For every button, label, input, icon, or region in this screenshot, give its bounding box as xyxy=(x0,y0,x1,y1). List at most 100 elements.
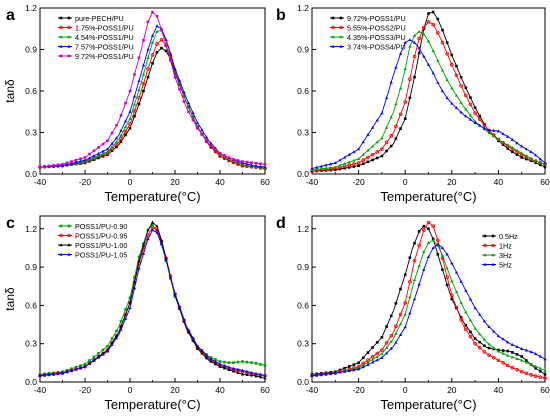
data-point xyxy=(137,102,141,106)
panel-a: -40 -20 0 20 40 60 0.0 0.3 0.6 0.9 1.2 Temperature(… xyxy=(3,3,270,204)
series-1Hz xyxy=(310,220,547,380)
data-point xyxy=(366,351,370,354)
data-point xyxy=(168,275,173,279)
data-point xyxy=(511,150,514,154)
data-point xyxy=(87,361,92,365)
data-point xyxy=(315,373,319,377)
data-point xyxy=(389,333,394,338)
data-point xyxy=(422,224,426,228)
data-point xyxy=(478,123,482,127)
data-point xyxy=(186,330,191,334)
data-point xyxy=(375,156,379,160)
data-point xyxy=(464,324,468,327)
data-point xyxy=(263,376,267,380)
data-point xyxy=(151,223,154,227)
data-point xyxy=(96,151,101,155)
data-point xyxy=(123,125,128,129)
y-tick-label: 0.6 xyxy=(25,300,37,310)
data-point xyxy=(384,125,389,129)
data-point xyxy=(534,364,538,368)
data-point xyxy=(361,162,365,166)
data-point xyxy=(529,350,533,354)
data-point xyxy=(132,94,137,98)
data-point xyxy=(258,375,263,379)
data-point xyxy=(389,80,393,84)
data-point xyxy=(538,160,542,164)
data-point xyxy=(173,67,177,71)
x-tick-label: 20 xyxy=(170,177,180,187)
data-point xyxy=(501,140,505,144)
data-point xyxy=(65,162,69,166)
data-point xyxy=(477,117,482,122)
data-point xyxy=(141,243,146,247)
data-point xyxy=(78,366,83,370)
data-point xyxy=(150,228,155,232)
data-point xyxy=(408,45,412,48)
data-point xyxy=(51,372,56,376)
data-point xyxy=(412,278,417,282)
data-point xyxy=(133,114,136,118)
series-line xyxy=(311,39,546,169)
data-point xyxy=(347,365,351,368)
data-point xyxy=(398,86,403,90)
data-point xyxy=(398,112,403,117)
legend-marker xyxy=(491,243,495,248)
legend-label: 7.57%-POSS1/PU xyxy=(75,42,134,51)
data-point xyxy=(250,161,253,164)
data-point xyxy=(164,38,168,42)
data-point xyxy=(501,351,505,355)
data-point xyxy=(38,165,42,169)
panel-label: d xyxy=(276,215,286,232)
data-point xyxy=(384,346,389,349)
data-point xyxy=(380,356,384,359)
data-point xyxy=(380,147,384,151)
y-tick-label: 0.0 xyxy=(297,377,309,387)
data-point xyxy=(329,165,333,169)
data-point xyxy=(333,165,337,169)
data-point xyxy=(408,311,412,315)
data-point xyxy=(510,343,514,346)
data-point xyxy=(515,153,519,156)
data-point xyxy=(155,50,159,54)
data-point xyxy=(343,166,346,170)
data-point xyxy=(182,94,186,97)
data-point xyxy=(141,72,146,76)
data-point xyxy=(445,51,449,56)
data-point xyxy=(155,42,159,46)
data-point xyxy=(534,153,538,157)
data-point xyxy=(333,371,337,375)
data-point xyxy=(478,332,482,336)
legend-label: 9.72%-POSS1/PU xyxy=(347,14,406,23)
data-point xyxy=(431,224,435,229)
data-point xyxy=(65,370,69,373)
data-point xyxy=(128,122,132,126)
data-point xyxy=(319,372,323,376)
data-point xyxy=(324,372,328,376)
data-point xyxy=(417,51,421,55)
data-point xyxy=(110,141,114,145)
data-point xyxy=(79,364,82,367)
x-tick-label: 0 xyxy=(403,385,408,395)
data-point xyxy=(249,163,254,167)
data-point xyxy=(42,373,47,377)
data-point xyxy=(333,161,337,165)
data-point xyxy=(150,33,155,37)
data-point xyxy=(412,33,417,37)
data-point xyxy=(263,364,267,367)
data-point xyxy=(361,158,366,162)
legend-marker xyxy=(67,35,71,39)
data-point xyxy=(74,365,78,369)
data-point xyxy=(361,365,365,369)
data-point xyxy=(394,124,398,129)
data-point xyxy=(231,369,236,373)
data-point xyxy=(105,147,110,151)
legend-marker xyxy=(483,243,487,248)
data-point xyxy=(78,159,83,163)
data-point xyxy=(459,316,463,319)
data-point xyxy=(123,129,128,134)
data-point xyxy=(164,44,168,47)
data-point xyxy=(146,47,150,51)
data-point xyxy=(115,329,118,333)
legend-marker xyxy=(339,25,343,30)
data-point xyxy=(539,369,542,373)
